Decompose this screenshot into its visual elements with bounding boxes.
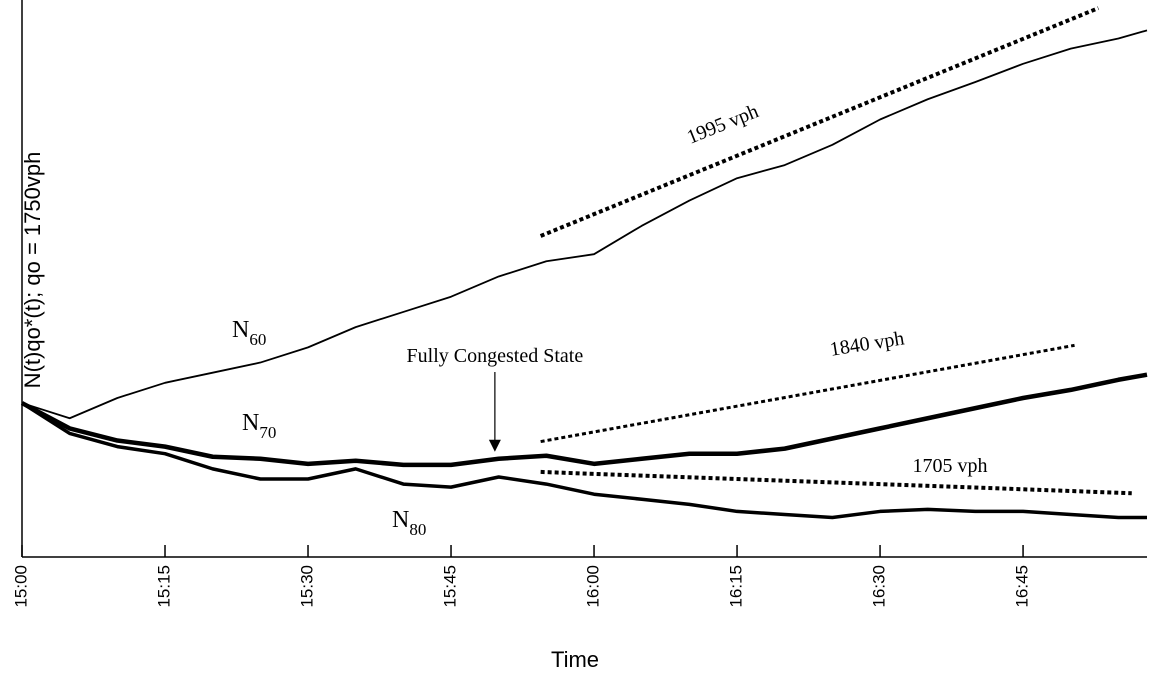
arrow-head (488, 439, 501, 452)
trend-label: 1840 vph (828, 327, 906, 360)
series-line (20, 372, 1148, 468)
x-tick-label: 15:15 (154, 565, 173, 608)
x-tick-label: 16:45 (1013, 565, 1032, 608)
trend-label: 1705 vph (913, 455, 988, 477)
trend-line (540, 469, 1132, 496)
trend-label: 1995 vph (684, 100, 762, 148)
x-axis-label: Time (551, 647, 599, 672)
series-line (21, 401, 1147, 520)
x-tick-label: 15:00 (11, 565, 30, 608)
series-label: N60 (232, 317, 266, 349)
x-tick-label: 15:45 (441, 565, 460, 608)
annotation: Fully Congested State (407, 345, 584, 367)
series-label: N80 (392, 507, 426, 539)
x-tick-label: 15:30 (298, 565, 317, 608)
series-label: N70 (242, 410, 276, 442)
y-axis-label: N(t)qo*(t); qo = 1750vph (20, 152, 45, 389)
series-line (21, 29, 1148, 420)
x-tick-label: 16:00 (584, 565, 603, 608)
x-tick-label: 16:30 (870, 565, 889, 608)
trend-line (540, 343, 1075, 444)
x-tick-label: 16:15 (727, 565, 746, 608)
trend-line (539, 6, 1100, 238)
